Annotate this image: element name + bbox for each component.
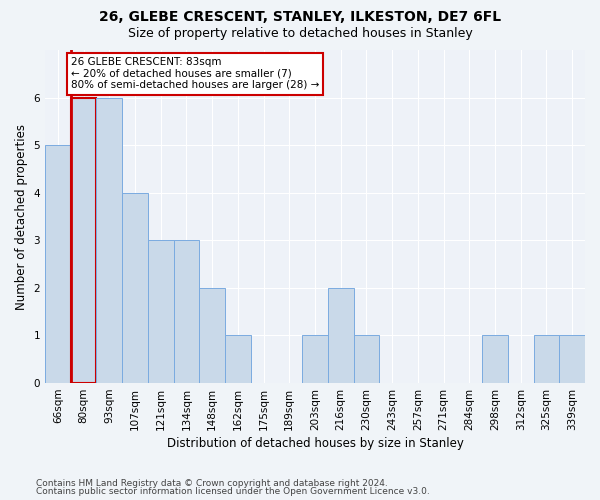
Y-axis label: Number of detached properties: Number of detached properties [15,124,28,310]
Bar [199,288,225,383]
X-axis label: Distribution of detached houses by size in Stanley: Distribution of detached houses by size … [167,437,463,450]
Bar [482,336,508,383]
Bar [353,336,379,383]
Bar [97,98,122,383]
Bar [302,336,328,383]
Text: Contains public sector information licensed under the Open Government Licence v3: Contains public sector information licen… [36,487,430,496]
Text: Contains HM Land Registry data © Crown copyright and database right 2024.: Contains HM Land Registry data © Crown c… [36,478,388,488]
Bar [559,336,585,383]
Bar [533,336,559,383]
Text: 26 GLEBE CRESCENT: 83sqm
← 20% of detached houses are smaller (7)
80% of semi-de: 26 GLEBE CRESCENT: 83sqm ← 20% of detach… [71,57,319,90]
Bar [328,288,353,383]
Bar [173,240,199,383]
Text: 26, GLEBE CRESCENT, STANLEY, ILKESTON, DE7 6FL: 26, GLEBE CRESCENT, STANLEY, ILKESTON, D… [99,10,501,24]
Bar [71,98,97,383]
Bar [148,240,173,383]
Bar [45,145,71,383]
Bar [225,336,251,383]
Bar [122,192,148,383]
Text: Size of property relative to detached houses in Stanley: Size of property relative to detached ho… [128,28,472,40]
